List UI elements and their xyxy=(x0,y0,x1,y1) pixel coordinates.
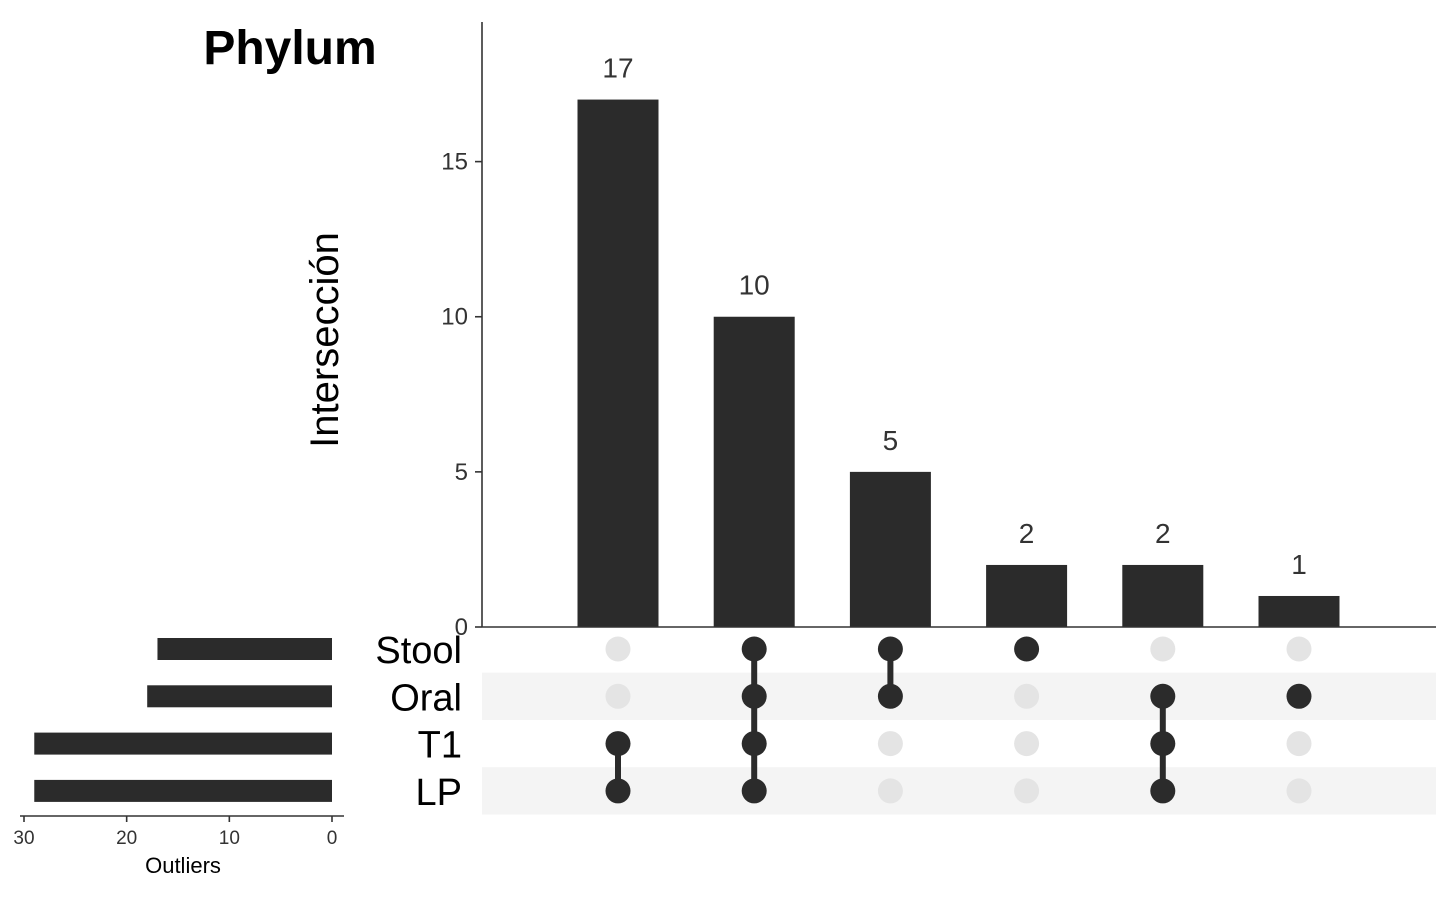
bar-value-label: 2 xyxy=(1155,518,1171,549)
set-size-tick-label: 30 xyxy=(13,828,34,849)
matrix-dot-active xyxy=(741,636,767,662)
matrix-dot-inactive xyxy=(605,636,631,662)
matrix-dot-active xyxy=(605,778,631,804)
y-tick-label: 5 xyxy=(455,459,468,486)
set-size-tick-label: 0 xyxy=(327,828,338,849)
matrix-dot-active xyxy=(877,683,903,709)
bar-value-label: 17 xyxy=(602,53,633,84)
matrix-dot-active xyxy=(1286,683,1312,709)
set-size-tick-label: 10 xyxy=(219,828,240,849)
set-name-lp: LP xyxy=(416,772,462,814)
matrix-dot-active xyxy=(1150,731,1176,757)
matrix-dot-active xyxy=(877,636,903,662)
set-size-axis: 30 20 10 0 xyxy=(13,815,344,849)
matrix-stripes xyxy=(482,672,1436,815)
matrix-dot-active xyxy=(1150,778,1176,804)
matrix-dot-active xyxy=(1150,683,1176,709)
intersection-bar xyxy=(713,316,795,627)
set-name-t1: T1 xyxy=(418,725,462,767)
y-tick-label: 10 xyxy=(441,304,468,331)
chart-title: Phylum xyxy=(203,22,376,75)
bar-value-label: 5 xyxy=(883,425,899,456)
intersection-matrix xyxy=(605,636,1312,804)
intersection-bar xyxy=(849,471,931,627)
intersection-bar xyxy=(1258,595,1340,627)
matrix-dot-active xyxy=(1014,636,1040,662)
y-tick-label: 0 xyxy=(455,614,468,641)
set-names: Stool Oral T1 LP xyxy=(375,630,462,814)
bar-value-label: 2 xyxy=(1019,518,1035,549)
set-size-axis-label: Outliers xyxy=(145,853,221,878)
matrix-dot-active xyxy=(741,683,767,709)
matrix-stripe-lp xyxy=(482,767,1436,815)
bar-value-label: 1 xyxy=(1291,549,1307,580)
matrix-dot-active xyxy=(741,778,767,804)
set-name-stool: Stool xyxy=(375,630,462,672)
matrix-dot-inactive xyxy=(877,731,903,757)
matrix-dot-active xyxy=(741,731,767,757)
intersection-bar xyxy=(577,99,659,628)
matrix-stripe-oral xyxy=(482,672,1436,720)
set-size-bars xyxy=(34,638,333,802)
matrix-dot-inactive xyxy=(1286,636,1312,662)
matrix-dot-inactive xyxy=(1014,778,1040,804)
set-size-bar-t1 xyxy=(34,732,333,755)
set-name-oral: Oral xyxy=(390,677,462,719)
matrix-dot-inactive xyxy=(1014,731,1040,757)
set-size-bar-oral xyxy=(147,685,332,708)
matrix-dot-inactive xyxy=(605,683,631,709)
set-size-bar-stool xyxy=(157,638,332,660)
matrix-dot-active xyxy=(605,731,631,757)
matrix-dot-inactive xyxy=(1286,731,1312,757)
matrix-dot-inactive xyxy=(877,778,903,804)
set-size-bar-lp xyxy=(34,779,333,802)
intersection-bar xyxy=(1122,564,1204,627)
bar-value-label: 10 xyxy=(739,270,770,301)
matrix-dot-inactive xyxy=(1014,683,1040,709)
set-size-tick-label: 20 xyxy=(116,828,137,849)
matrix-dot-inactive xyxy=(1150,636,1176,662)
intersection-bar xyxy=(986,564,1068,627)
matrix-dot-inactive xyxy=(1286,778,1312,804)
y-axis-label: Intersección xyxy=(303,232,347,448)
intersection-bars: 17 10 5 2 2 1 xyxy=(577,53,1340,628)
y-tick-label: 15 xyxy=(441,149,468,176)
